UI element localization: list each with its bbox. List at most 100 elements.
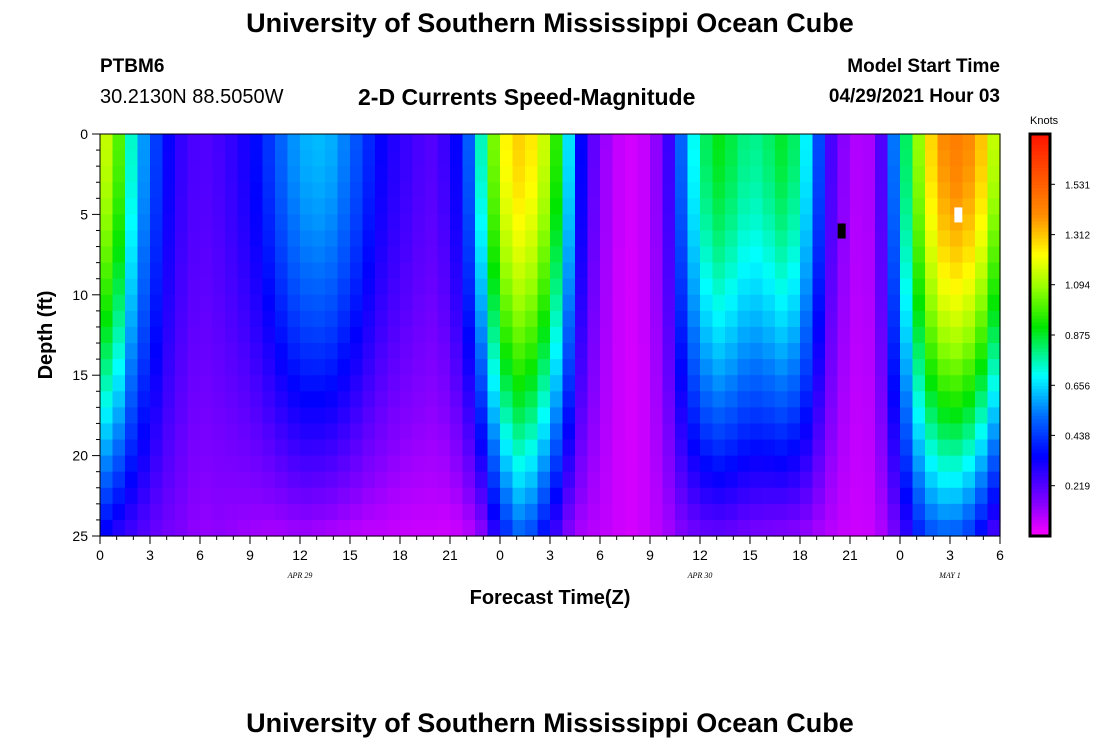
heatmap-cell [112, 439, 126, 457]
heatmap-cell [125, 326, 139, 344]
heatmap-cell [700, 439, 714, 457]
heatmap-cell [787, 487, 801, 505]
heatmap-cell [937, 326, 951, 344]
heatmap-cell [850, 246, 864, 264]
heatmap-cell [175, 134, 189, 151]
heatmap-cell [950, 262, 964, 280]
heatmap-cell [250, 455, 264, 473]
y-tick-label: 0 [80, 126, 88, 142]
colorbar-segment [1030, 288, 1050, 293]
heatmap-cell [150, 294, 164, 312]
heatmap-cell [825, 326, 839, 344]
heatmap-cell [637, 262, 651, 280]
heatmap-cell [162, 439, 176, 457]
heatmap-cell [650, 503, 664, 521]
heatmap-cell [287, 359, 301, 376]
heatmap-cell [662, 326, 676, 344]
heatmap-cell [750, 487, 764, 505]
heatmap-cell [887, 487, 901, 505]
heatmap-cell [700, 230, 714, 248]
heatmap-cell [212, 166, 226, 183]
heatmap-cell [862, 391, 876, 408]
heatmap-cell [437, 246, 451, 264]
heatmap-cell [275, 182, 289, 199]
heatmap-cell [825, 503, 839, 521]
heatmap-cell [937, 246, 951, 264]
heatmap-cell [200, 166, 214, 183]
heatmap-cell [412, 278, 426, 296]
heatmap-cell [987, 423, 1001, 441]
heatmap-cell [750, 230, 764, 248]
heatmap-cell [612, 278, 626, 296]
heatmap-cell [225, 198, 239, 215]
heatmap-cell [187, 230, 201, 248]
heatmap-cell [537, 439, 551, 457]
heatmap-cell [312, 166, 326, 183]
heatmap-cell [487, 375, 501, 392]
heatmap-cell [900, 487, 914, 505]
heatmap-cell [862, 375, 876, 392]
heatmap-cell [787, 214, 801, 232]
heatmap-cell [125, 487, 139, 505]
colorbar-segment [1030, 298, 1050, 303]
heatmap-cell [962, 391, 976, 408]
x-axis-title: Forecast Time(Z) [470, 587, 631, 609]
heatmap-cell [525, 134, 539, 151]
colorbar-segment [1030, 438, 1050, 443]
heatmap-cell [500, 407, 514, 425]
heatmap-cell [737, 375, 751, 392]
heatmap-cell [687, 150, 701, 167]
heatmap-cell [612, 439, 626, 457]
heatmap-cell [175, 519, 189, 537]
heatmap-cell [400, 519, 414, 537]
heatmap-cell [600, 423, 614, 441]
heatmap-cell [250, 262, 264, 280]
heatmap-cell [787, 455, 801, 473]
heatmap-cell [650, 471, 664, 489]
heatmap-cell [762, 359, 776, 376]
heatmap-cell [212, 423, 226, 441]
heatmap-cell [100, 246, 114, 264]
heatmap-cell [875, 471, 889, 489]
heatmap-cell [100, 278, 114, 296]
heatmap-cell [225, 182, 239, 199]
heatmap-cell [112, 214, 126, 232]
heatmap-cell [812, 166, 826, 183]
heatmap-cell [675, 407, 689, 425]
heatmap-cell [937, 294, 951, 312]
heatmap-cell [937, 359, 951, 376]
heatmap-cell [287, 391, 301, 408]
heatmap-cell [300, 439, 314, 457]
heatmap-cell [975, 214, 989, 232]
colorbar-segment [1030, 268, 1050, 272]
heatmap-cell [587, 294, 601, 312]
heatmap-cell [637, 230, 651, 248]
heatmap-cell [800, 150, 814, 167]
heatmap-cell [950, 310, 964, 328]
colorbar-segment [1030, 395, 1050, 400]
heatmap-cell [537, 391, 551, 408]
heatmap-cell [312, 439, 326, 457]
colorbar-segment [1030, 418, 1050, 423]
heatmap-cell [850, 471, 864, 489]
heatmap-cell [887, 455, 901, 473]
colorbar-segment [1030, 469, 1050, 473]
heatmap-cell [275, 455, 289, 473]
colorbar-segment [1030, 314, 1050, 319]
heatmap-cell [625, 134, 639, 151]
heatmap-cell [900, 262, 914, 280]
colorbar-segment [1030, 465, 1050, 470]
heatmap-cell [312, 198, 326, 215]
heatmap-cell [475, 487, 489, 505]
heatmap-cell [387, 278, 401, 296]
heatmap-cell [300, 503, 314, 521]
heatmap-cell [812, 439, 826, 457]
heatmap-cell [300, 166, 314, 183]
heatmap-cell [625, 278, 639, 296]
heatmap-cell [750, 214, 764, 232]
heatmap-cell [912, 423, 926, 441]
heatmap-cell [450, 182, 464, 199]
heatmap-cell [700, 407, 714, 425]
heatmap-cell [325, 278, 339, 296]
heatmap-cell [775, 166, 789, 183]
